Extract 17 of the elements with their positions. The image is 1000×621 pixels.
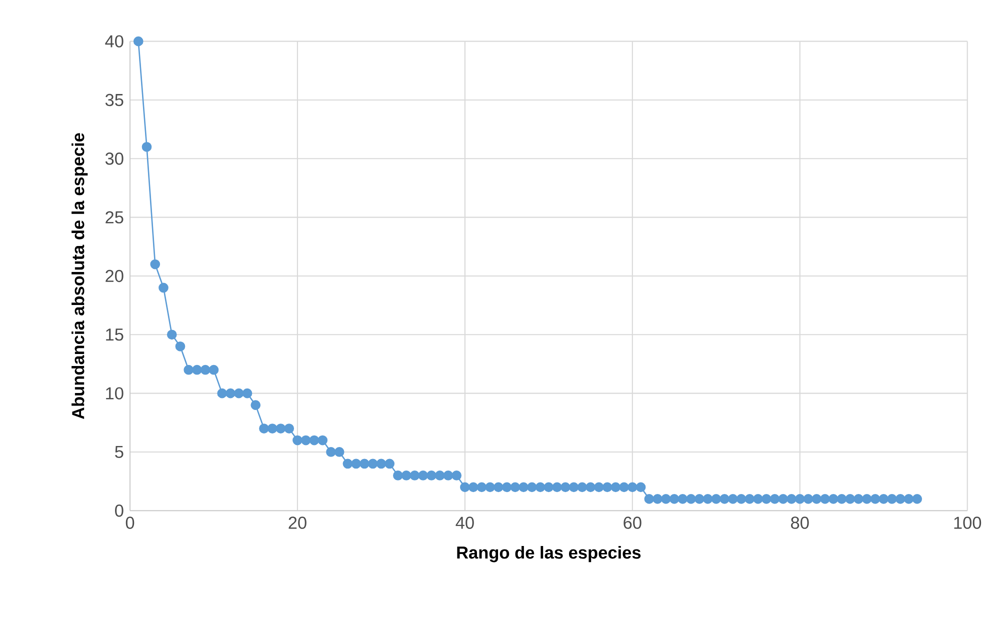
- y-tick-label: 25: [106, 211, 124, 224]
- y-axis-title: Abundancia absoluta de la especie: [72, 132, 88, 419]
- y-tick-label: 0: [115, 504, 124, 517]
- x-tick-label: 100: [954, 516, 982, 529]
- x-tick-label: 80: [791, 516, 809, 529]
- y-tick-label: 35: [105, 94, 124, 106]
- y-tick-label: 5: [115, 446, 124, 458]
- y-tick-label: 10: [106, 387, 124, 400]
- y-tick-label: 15: [106, 328, 124, 341]
- x-tick-label: 40: [456, 516, 474, 529]
- x-axis-title: Rango de las especies: [457, 546, 641, 562]
- x-tick-label: 60: [624, 516, 642, 529]
- y-tick-label: 40: [105, 35, 124, 48]
- x-tick-label: 0: [126, 516, 134, 529]
- x-tick-label: 20: [288, 516, 306, 529]
- y-tick-label: 20: [106, 270, 124, 282]
- y-tick-label: 30: [105, 152, 124, 165]
